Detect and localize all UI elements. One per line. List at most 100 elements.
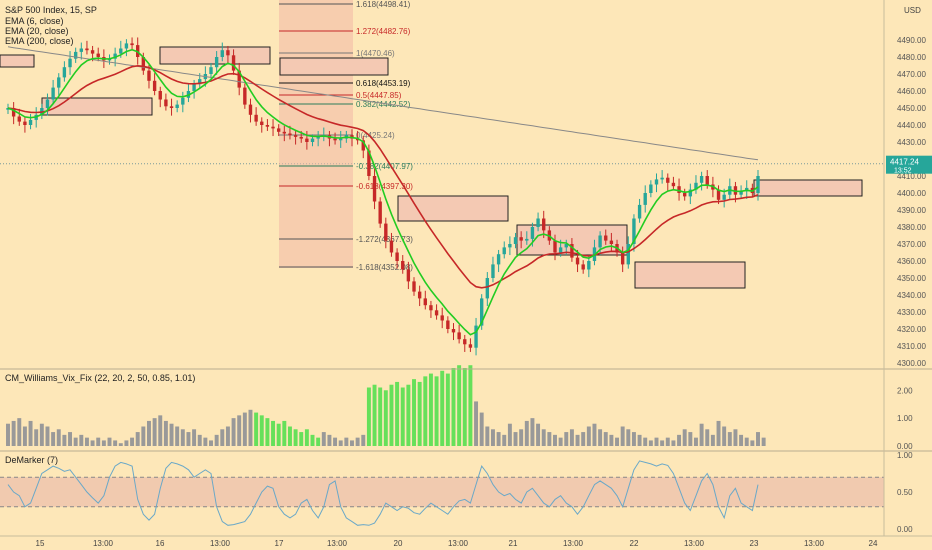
vix-bar — [626, 429, 631, 446]
legend-ema20: EMA (20, close) — [5, 26, 69, 36]
fib-level-label: 1.618(4498.41) — [356, 0, 411, 9]
vix-bar — [130, 437, 135, 446]
vix-bar — [677, 434, 682, 446]
last-price-label: 4417.24 — [890, 158, 919, 167]
vix-bar — [569, 429, 574, 446]
vix-bar — [68, 432, 73, 446]
vix-bar — [90, 440, 95, 446]
price-tick-label: 4390.00 — [897, 206, 926, 215]
candle-body — [446, 320, 450, 329]
vix-bar — [519, 429, 524, 446]
vix-bar — [158, 415, 163, 446]
ema20-line — [7, 64, 759, 289]
time-tick-label: 24 — [869, 539, 878, 548]
vix-bar — [45, 426, 50, 446]
candle-body — [79, 48, 83, 52]
price-tick-label: 4450.00 — [897, 104, 926, 113]
vix-bar — [163, 420, 168, 446]
time-tick-label: 15 — [36, 539, 45, 548]
vix-bar — [479, 412, 484, 446]
vix-bar — [733, 429, 738, 446]
fib-level-label: -1.618(4352.08) — [356, 263, 413, 272]
vix-bar — [445, 373, 450, 446]
vix-bar — [547, 432, 552, 446]
fib-level-label: 1.272(4482.76) — [356, 27, 411, 36]
vix-bar — [434, 376, 439, 446]
vix-bar — [96, 437, 101, 446]
candle-body — [423, 298, 427, 306]
vix-bar — [254, 412, 259, 446]
candle-body — [276, 128, 281, 132]
candle-body — [525, 238, 529, 241]
vix-tick-label: 0.00 — [897, 442, 913, 451]
vix-bar — [197, 434, 202, 446]
vix-bar — [231, 418, 236, 446]
vix-bar — [716, 420, 721, 446]
candle-body — [389, 240, 394, 253]
candle-body — [226, 50, 230, 56]
time-tick-label: 13:00 — [563, 539, 584, 548]
candle-body — [28, 119, 33, 125]
price-tick-label: 4440.00 — [897, 121, 926, 130]
candle-body — [570, 244, 574, 258]
candle-body — [632, 218, 636, 244]
candle-body — [705, 176, 709, 185]
fib-level-label: 0.382(4442.52) — [356, 100, 411, 109]
price-tick-label: 4470.00 — [897, 70, 926, 79]
price-tick-label: 4380.00 — [897, 223, 926, 232]
vix-bar — [710, 434, 715, 446]
candle-body — [248, 104, 253, 115]
zone-box — [397, 195, 509, 222]
candle-body — [288, 133, 292, 136]
candle-body — [558, 247, 563, 253]
vix-bar — [209, 440, 213, 446]
vix-bar — [366, 387, 371, 446]
candle-body — [575, 257, 580, 265]
candle-body — [457, 332, 461, 340]
candle-body — [491, 264, 495, 278]
vix-bar — [412, 379, 416, 446]
price-tick-label: 4370.00 — [897, 240, 926, 249]
zone-box — [634, 261, 746, 289]
vix-bar — [620, 426, 625, 446]
vix-fix-pane — [6, 365, 766, 446]
price-tick-label: 4320.00 — [897, 325, 926, 334]
candle-body — [282, 131, 287, 134]
candle-body — [660, 177, 664, 180]
candle-body — [671, 182, 676, 187]
vix-bar — [468, 365, 473, 446]
vix-bar — [474, 401, 479, 446]
candle-body — [530, 227, 535, 239]
vix-bar — [558, 437, 563, 446]
vix-bar — [660, 440, 665, 446]
vix-bar — [310, 434, 315, 446]
vix-bar — [490, 429, 495, 446]
candle-body — [164, 99, 168, 107]
price-tick-label: 4300.00 — [897, 359, 926, 368]
vix-bar — [28, 420, 33, 446]
candle-body — [654, 179, 659, 185]
candle-body — [378, 201, 382, 224]
price-tick-label: 4410.00 — [897, 172, 926, 181]
vix-bar — [203, 437, 208, 446]
vix-bar — [637, 434, 642, 446]
candle-body — [254, 114, 258, 122]
candle-body — [429, 305, 433, 311]
vix-bar — [56, 429, 61, 446]
price-tick-label: 4430.00 — [897, 138, 926, 147]
demarker-tick-label: 1.00 — [897, 451, 913, 460]
time-tick-label: 13:00 — [684, 539, 705, 548]
demarker-line — [7, 460, 759, 526]
candle-body — [192, 84, 196, 91]
labels: S&P 500 Index, 15, SP EMA (6, close) EMA… — [5, 5, 921, 465]
candle-body — [214, 57, 219, 68]
candle-body — [502, 247, 506, 255]
candle-body — [508, 244, 512, 248]
candle-body — [293, 135, 298, 137]
candle-body — [643, 193, 647, 205]
vix-bar — [304, 429, 309, 446]
candle-body — [237, 70, 241, 88]
vix-bar — [541, 429, 546, 446]
vix-bar — [705, 429, 710, 446]
